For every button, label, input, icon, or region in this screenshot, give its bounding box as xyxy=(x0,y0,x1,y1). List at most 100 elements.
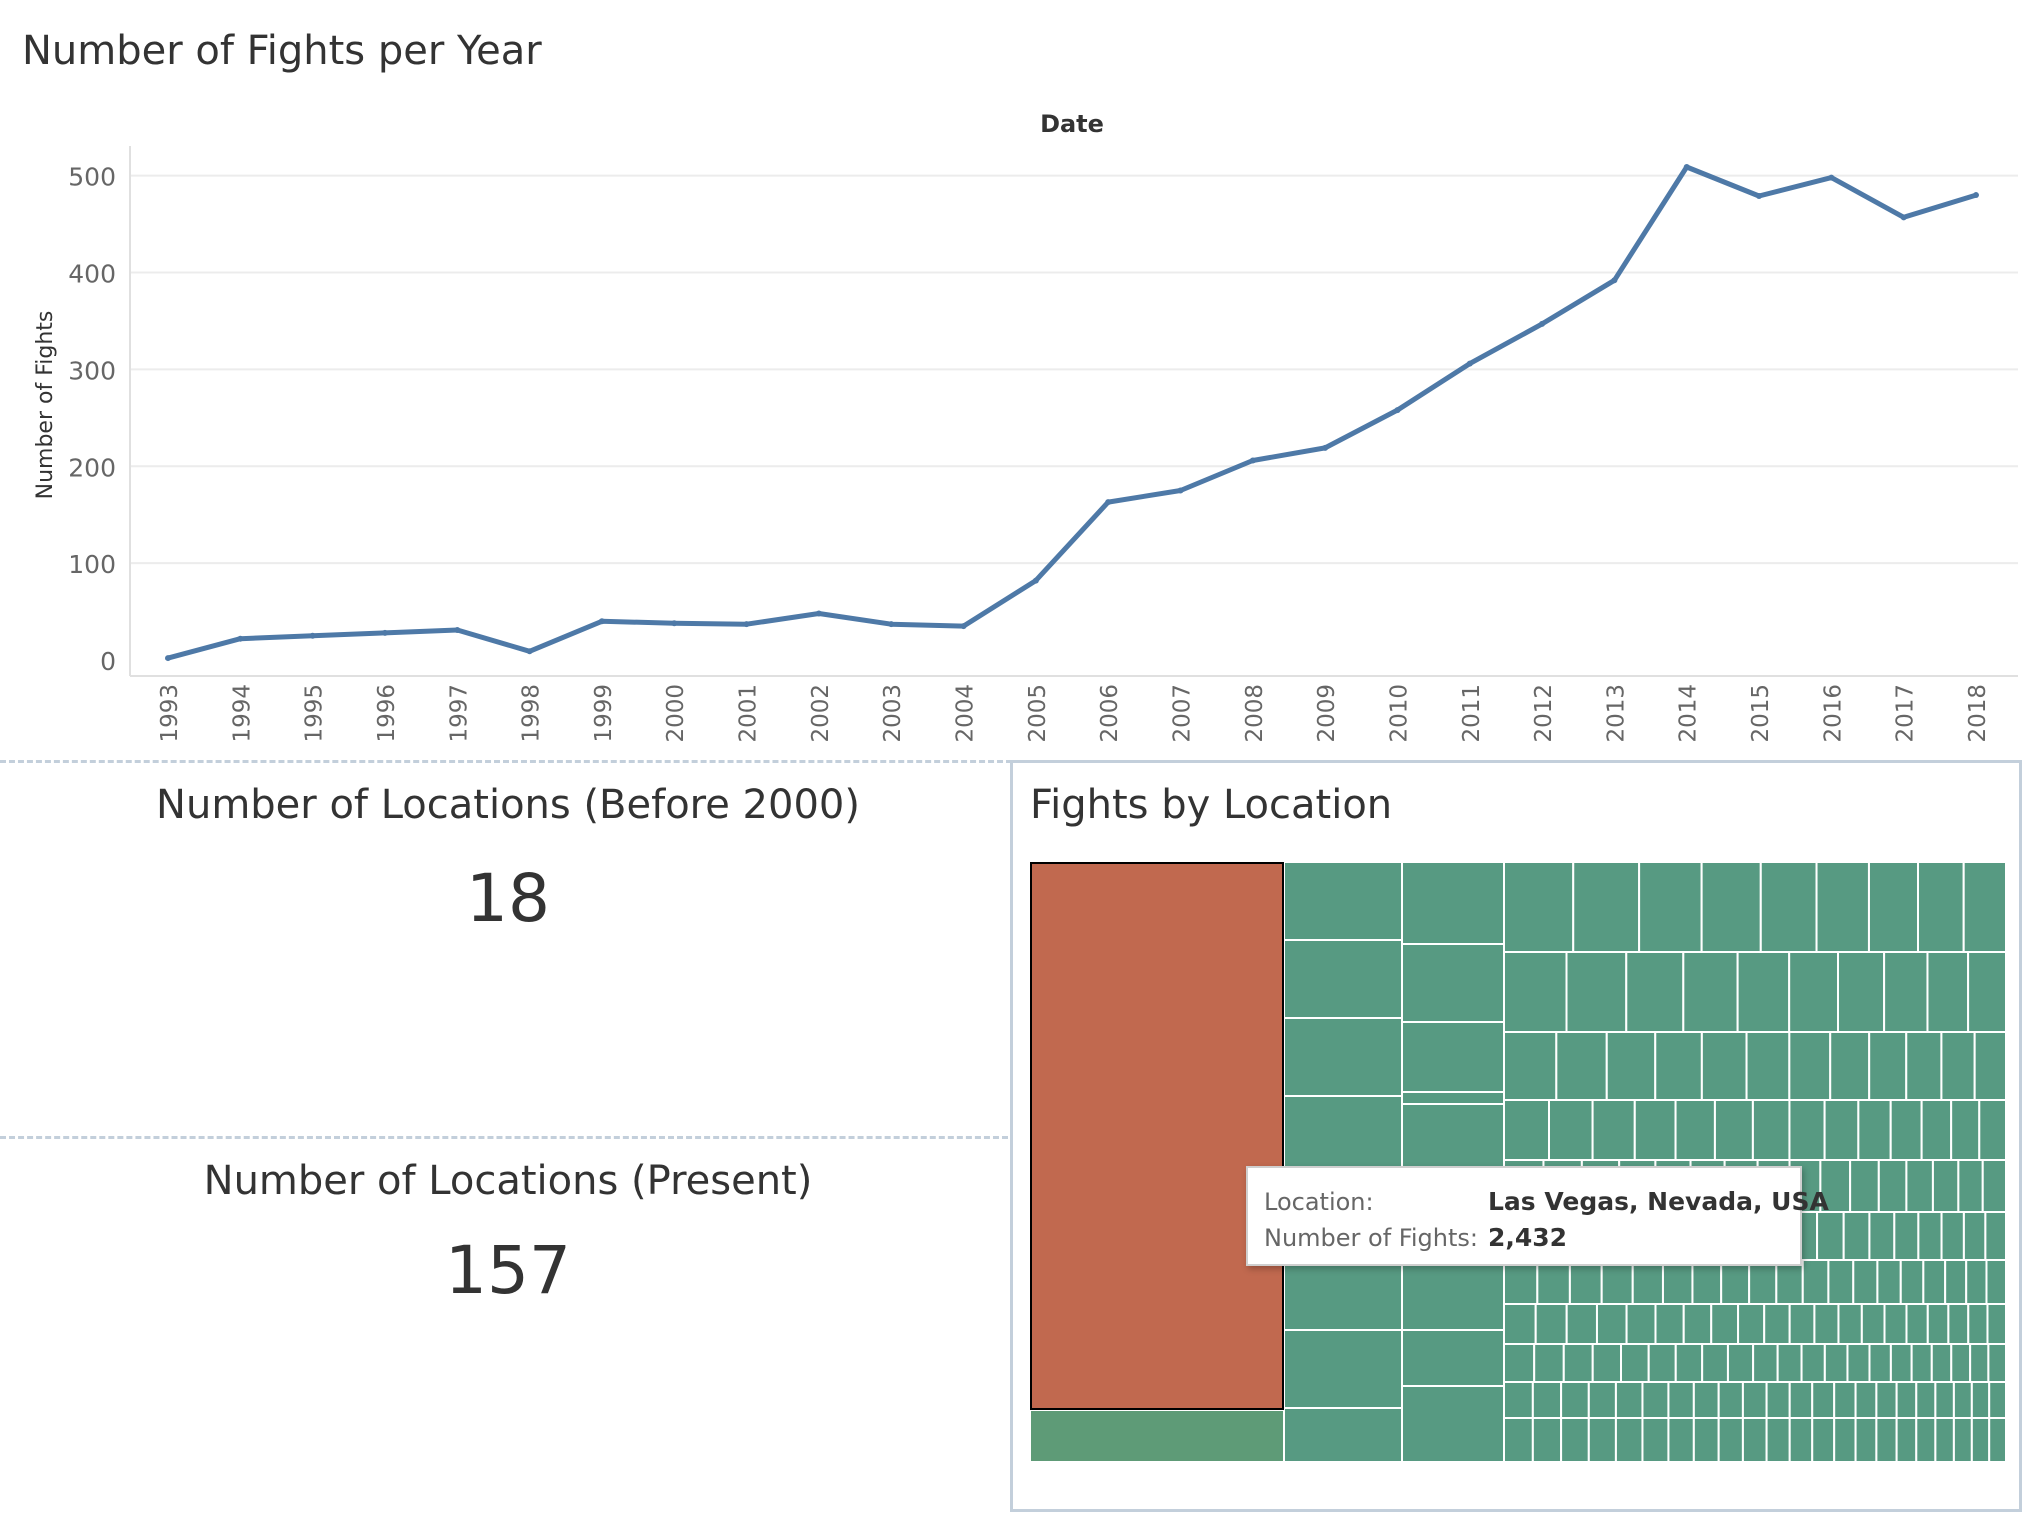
treemap-cell[interactable] xyxy=(1572,862,1641,953)
data-point[interactable] xyxy=(454,626,461,633)
treemap-cell[interactable] xyxy=(1720,1259,1751,1305)
treemap-cell[interactable] xyxy=(1776,1343,1803,1383)
treemap-cell[interactable] xyxy=(1503,1303,1537,1345)
treemap-cell-las-vegas[interactable] xyxy=(1030,862,1284,1410)
treemap-cell[interactable] xyxy=(1915,1417,1937,1462)
treemap-cell[interactable] xyxy=(1401,1385,1505,1462)
treemap-cell[interactable] xyxy=(1700,1031,1748,1101)
treemap-cell[interactable] xyxy=(1967,1303,1989,1345)
treemap-cell[interactable] xyxy=(1401,1091,1505,1105)
series-line[interactable] xyxy=(165,164,1979,661)
treemap-cell[interactable] xyxy=(1926,1303,1950,1345)
treemap-cell[interactable] xyxy=(1717,1381,1744,1419)
treemap-cell[interactable] xyxy=(1868,1343,1892,1383)
data-point[interactable] xyxy=(1394,407,1401,414)
treemap-cell[interactable] xyxy=(1970,1417,1991,1462)
treemap-cell[interactable] xyxy=(1940,1211,1965,1261)
treemap-cell[interactable] xyxy=(1988,1417,2006,1462)
treemap-cell[interactable] xyxy=(1741,1417,1768,1462)
treemap-cell[interactable] xyxy=(1692,1417,1720,1462)
treemap-cell[interactable] xyxy=(1815,862,1870,953)
data-point[interactable] xyxy=(1973,192,1979,199)
treemap-cell[interactable] xyxy=(1857,1099,1892,1161)
treemap-cell[interactable] xyxy=(1854,1381,1878,1419)
treemap-cell[interactable] xyxy=(1710,1303,1740,1345)
treemap-cell[interactable] xyxy=(1641,1381,1670,1419)
data-point[interactable] xyxy=(1539,320,1546,327)
treemap-cell[interactable] xyxy=(1713,1099,1754,1161)
treemap-cell[interactable] xyxy=(1560,1417,1590,1462)
treemap-cell[interactable] xyxy=(1965,1259,1988,1305)
treemap-cell[interactable] xyxy=(1852,1259,1879,1305)
treemap-cell[interactable] xyxy=(1883,1303,1908,1345)
treemap-cell[interactable] xyxy=(1692,1381,1720,1419)
treemap-cell[interactable] xyxy=(1625,1303,1657,1345)
treemap-cell[interactable] xyxy=(1978,1099,2006,1161)
treemap-cell[interactable] xyxy=(1503,1343,1536,1383)
treemap-cell[interactable] xyxy=(1967,951,2006,1033)
treemap-cell[interactable] xyxy=(1654,1031,1703,1101)
treemap-cell[interactable] xyxy=(1905,1159,1934,1213)
treemap-cell[interactable] xyxy=(1401,1329,1505,1387)
treemap-cell[interactable] xyxy=(1726,1343,1755,1383)
treemap-cell[interactable] xyxy=(1969,1343,1990,1383)
treemap-cell[interactable] xyxy=(1605,1031,1657,1101)
treemap-cell[interactable] xyxy=(1667,1417,1695,1462)
treemap-cell[interactable] xyxy=(1984,1211,2006,1261)
treemap-cell[interactable] xyxy=(1985,1259,2006,1305)
treemap-cell[interactable] xyxy=(1765,1417,1791,1462)
treemap-cell[interactable] xyxy=(1883,951,1929,1033)
treemap-cell[interactable] xyxy=(1503,1417,1534,1462)
treemap-cell[interactable] xyxy=(1986,1303,2006,1345)
data-point[interactable] xyxy=(671,620,678,627)
fights-per-year-line-chart[interactable]: 0 100 200 300 400 500 Date Number of Fights 1993… xyxy=(0,100,2038,760)
treemap-cell[interactable] xyxy=(1283,1095,1403,1175)
data-point[interactable] xyxy=(165,655,171,662)
treemap-cell[interactable] xyxy=(1748,1259,1778,1305)
treemap-cell[interactable] xyxy=(1876,1259,1902,1305)
treemap-cell[interactable] xyxy=(1587,1381,1617,1419)
treemap-cell[interactable] xyxy=(1952,1417,1973,1462)
data-point[interactable] xyxy=(1032,577,1039,584)
treemap-cell[interactable] xyxy=(1944,1259,1968,1305)
data-point[interactable] xyxy=(888,621,895,628)
treemap-cell[interactable] xyxy=(1741,1381,1768,1419)
treemap-cell[interactable] xyxy=(1401,862,1505,945)
treemap-cell[interactable] xyxy=(1895,1381,1918,1419)
treemap-cell[interactable] xyxy=(1893,1211,1920,1261)
data-point[interactable] xyxy=(1177,487,1184,494)
treemap-cell[interactable] xyxy=(1889,1099,1923,1161)
data-point[interactable] xyxy=(1611,277,1618,284)
treemap-cell[interactable] xyxy=(1813,1303,1840,1345)
treemap-cell[interactable] xyxy=(1915,1381,1937,1419)
treemap-cell[interactable] xyxy=(1283,862,1403,941)
data-point[interactable] xyxy=(237,635,244,642)
data-point[interactable] xyxy=(1249,457,1256,464)
treemap-cell[interactable] xyxy=(1674,1099,1716,1161)
treemap-cell[interactable] xyxy=(1823,1343,1849,1383)
treemap-cell[interactable] xyxy=(1917,1211,1943,1261)
data-point[interactable] xyxy=(1683,163,1690,170)
treemap-cell[interactable] xyxy=(1283,939,1403,1019)
data-point[interactable] xyxy=(1322,444,1329,451)
treemap-cell[interactable] xyxy=(1970,1381,1991,1419)
treemap-cell[interactable] xyxy=(1947,1303,1970,1345)
treemap-cell[interactable] xyxy=(1981,1159,2006,1213)
treemap-cell[interactable] xyxy=(1283,1017,1403,1097)
treemap-cell[interactable] xyxy=(1595,1303,1628,1345)
treemap-cell[interactable] xyxy=(1952,1381,1973,1419)
treemap-cell[interactable] xyxy=(1283,1407,1403,1462)
treemap-cell[interactable] xyxy=(1647,1343,1677,1383)
treemap-cell[interactable] xyxy=(1759,862,1818,953)
treemap-cell[interactable] xyxy=(1701,1343,1729,1383)
treemap-cell[interactable] xyxy=(1503,1031,1558,1101)
data-point[interactable] xyxy=(598,618,605,625)
treemap-cell[interactable] xyxy=(1868,1211,1896,1261)
treemap-cell[interactable] xyxy=(1503,1259,1539,1305)
treemap-cell[interactable] xyxy=(1401,943,1505,1023)
treemap-cell[interactable] xyxy=(1682,951,1739,1033)
treemap-cell[interactable] xyxy=(1788,1099,1826,1161)
treemap-cell[interactable] xyxy=(1654,1303,1685,1345)
treemap-cell[interactable] xyxy=(1534,1303,1568,1345)
treemap-cell[interactable] xyxy=(1823,1099,1860,1161)
